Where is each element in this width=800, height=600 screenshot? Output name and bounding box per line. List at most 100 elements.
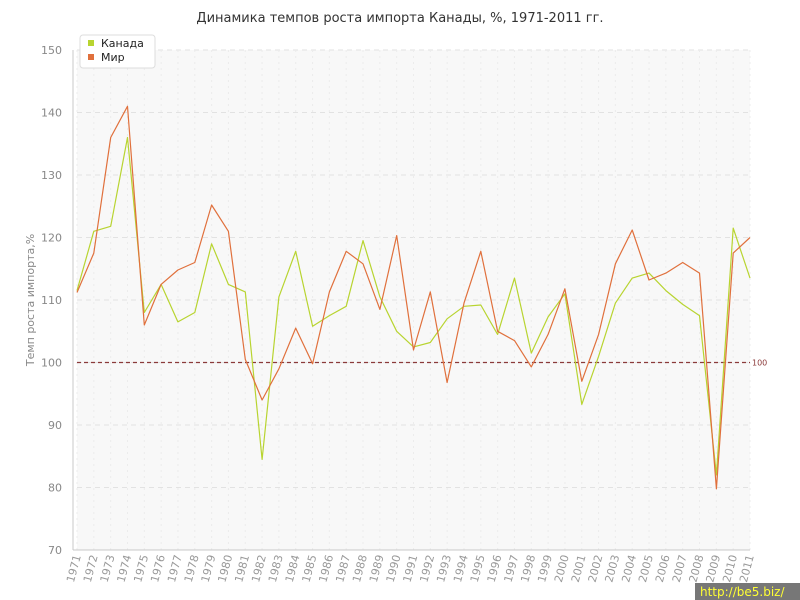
data-point[interactable] xyxy=(276,366,281,371)
data-point[interactable] xyxy=(108,224,113,229)
data-point[interactable] xyxy=(91,229,96,234)
data-point[interactable] xyxy=(175,268,180,273)
watermark[interactable]: http://be5.biz/ xyxy=(695,583,800,600)
data-point[interactable] xyxy=(512,338,517,343)
data-point[interactable] xyxy=(327,289,332,294)
legend-label-world[interactable]: Мир xyxy=(101,51,125,64)
data-point[interactable] xyxy=(579,402,584,407)
reference-line-label: 100 xyxy=(752,359,767,368)
data-point[interactable] xyxy=(327,313,332,318)
data-point[interactable] xyxy=(613,261,618,266)
data-point[interactable] xyxy=(445,380,450,385)
legend-swatch-world xyxy=(88,54,94,60)
data-point[interactable] xyxy=(243,357,248,362)
data-point[interactable] xyxy=(91,251,96,256)
data-point[interactable] xyxy=(361,238,366,243)
data-point[interactable] xyxy=(613,301,618,306)
data-point[interactable] xyxy=(562,286,567,291)
legend[interactable]: Канада Мир xyxy=(79,34,156,69)
axes xyxy=(72,50,750,551)
y-tick-label: 70 xyxy=(48,544,62,557)
series-lines xyxy=(75,104,753,491)
data-point[interactable] xyxy=(663,271,668,276)
data-point[interactable] xyxy=(428,340,433,345)
data-point[interactable] xyxy=(680,302,685,307)
data-point[interactable] xyxy=(529,364,534,369)
data-point[interactable] xyxy=(260,457,265,462)
data-point[interactable] xyxy=(159,282,164,287)
data-point[interactable] xyxy=(697,313,702,318)
legend-swatch-canada xyxy=(88,40,94,46)
data-point[interactable] xyxy=(697,271,702,276)
y-tick-label: 130 xyxy=(41,169,62,182)
y-axis-label: Темп роста импорта,% xyxy=(24,234,37,367)
data-point[interactable] xyxy=(714,486,719,491)
legend-label-canada[interactable]: Канада xyxy=(101,37,144,50)
data-point[interactable] xyxy=(192,260,197,265)
series-line-world xyxy=(76,105,751,490)
data-point[interactable] xyxy=(344,304,349,309)
data-point[interactable] xyxy=(411,348,416,353)
y-tick-label: 110 xyxy=(41,294,62,307)
data-point[interactable] xyxy=(377,307,382,312)
data-point[interactable] xyxy=(276,294,281,299)
data-point[interactable] xyxy=(495,329,500,334)
data-point[interactable] xyxy=(630,228,635,233)
reference-line-group: 100 xyxy=(77,359,767,368)
data-point[interactable] xyxy=(175,319,180,324)
y-tick-label: 140 xyxy=(41,107,62,120)
data-point[interactable] xyxy=(293,249,298,254)
y-tick-label: 120 xyxy=(41,232,62,245)
data-point[interactable] xyxy=(310,361,315,366)
data-point[interactable] xyxy=(394,233,399,238)
data-point[interactable] xyxy=(596,354,601,359)
x-tick-labels: 1971197219731974197519761977197819791980… xyxy=(64,553,757,583)
data-point[interactable] xyxy=(630,276,635,281)
data-point[interactable] xyxy=(108,135,113,140)
data-point[interactable] xyxy=(125,104,130,109)
y-tick-label: 150 xyxy=(41,44,62,57)
data-point[interactable] xyxy=(344,249,349,254)
data-point[interactable] xyxy=(142,310,147,315)
data-point[interactable] xyxy=(243,289,248,294)
data-point[interactable] xyxy=(731,251,736,256)
watermark-background xyxy=(695,583,800,600)
data-point[interactable] xyxy=(663,288,668,293)
data-point[interactable] xyxy=(226,229,231,234)
data-point[interactable] xyxy=(226,282,231,287)
data-point[interactable] xyxy=(260,398,265,403)
y-tick-label: 90 xyxy=(48,419,62,432)
data-point[interactable] xyxy=(748,235,753,240)
data-point[interactable] xyxy=(192,310,197,315)
data-point[interactable] xyxy=(428,289,433,294)
data-point[interactable] xyxy=(546,314,551,319)
data-point[interactable] xyxy=(209,203,214,208)
data-point[interactable] xyxy=(647,278,652,283)
y-tick-label: 100 xyxy=(41,357,62,370)
watermark-link[interactable]: http://be5.biz/ xyxy=(700,585,785,599)
data-point[interactable] xyxy=(546,332,551,337)
legend-box xyxy=(79,34,156,69)
data-point[interactable] xyxy=(75,290,80,295)
data-point[interactable] xyxy=(377,294,382,299)
data-point[interactable] xyxy=(529,351,534,356)
data-point[interactable] xyxy=(478,303,483,308)
y-tick-label: 80 xyxy=(48,482,62,495)
data-point[interactable] xyxy=(310,324,315,329)
data-point[interactable] xyxy=(748,276,753,281)
data-point[interactable] xyxy=(596,332,601,337)
data-point[interactable] xyxy=(731,226,736,231)
data-point[interactable] xyxy=(361,261,366,266)
data-point[interactable] xyxy=(394,329,399,334)
data-point[interactable] xyxy=(680,260,685,265)
data-point[interactable] xyxy=(209,241,214,246)
data-point[interactable] xyxy=(579,379,584,384)
data-point[interactable] xyxy=(445,316,450,321)
data-point[interactable] xyxy=(512,276,517,281)
data-point[interactable] xyxy=(461,301,466,306)
data-point[interactable] xyxy=(142,323,147,328)
chart-title: Динамика темпов роста импорта Канады, %,… xyxy=(196,11,603,26)
data-point[interactable] xyxy=(478,249,483,254)
data-point[interactable] xyxy=(293,326,298,331)
